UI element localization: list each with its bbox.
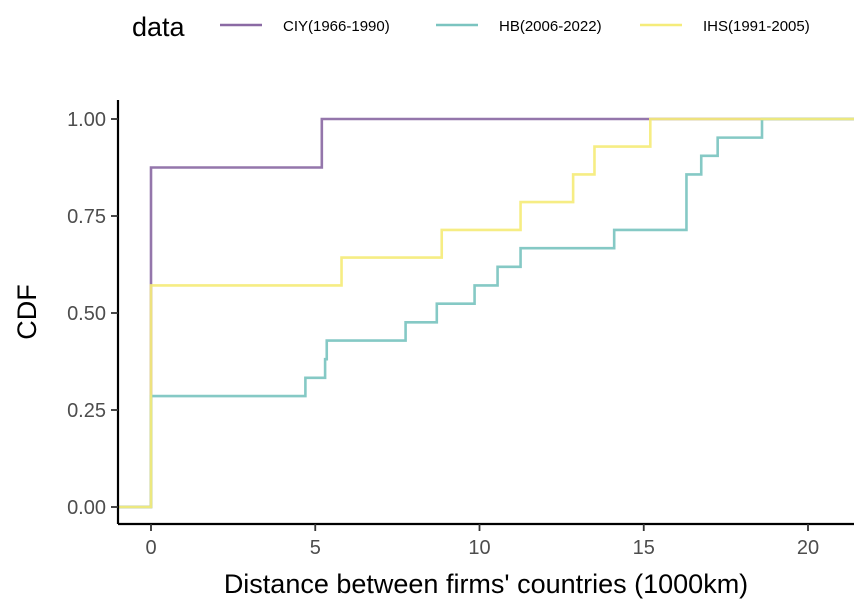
- legend-label-hb: HB(2006-2022): [499, 18, 602, 35]
- x-tick-label: 5: [310, 537, 321, 559]
- y-tick-label: 0.00: [67, 497, 106, 519]
- legend-label-ciy: CIY(1966-1990): [283, 18, 390, 35]
- x-tick-label: 0: [145, 537, 156, 559]
- series-line-hb: [118, 117, 854, 509]
- y-tick-label: 0.25: [67, 400, 106, 422]
- legend: data CIY(1966-1990) HB(2006-2022) IHS(19…: [132, 12, 810, 42]
- x-tick-label: 10: [468, 537, 490, 559]
- series-line-ciy: [118, 117, 854, 509]
- y-tick-label: 0.50: [67, 303, 106, 325]
- x-tick-label: 15: [633, 537, 655, 559]
- x-tick-label: 20: [797, 537, 819, 559]
- legend-title: data: [132, 12, 186, 42]
- y-tick-label: 0.75: [67, 206, 106, 228]
- axis-ticks: 0.00 0.25 0.50 0.75 1.00 0 5 10 15 20: [67, 109, 819, 559]
- y-axis-title: CDF: [12, 284, 42, 340]
- series-line-ihs: [118, 117, 854, 509]
- legend-label-ihs: IHS(1991-2005): [703, 18, 810, 35]
- series-layer: [118, 117, 854, 509]
- x-axis-title: Distance between firms' countries (1000k…: [224, 569, 748, 599]
- y-tick-label: 1.00: [67, 109, 106, 131]
